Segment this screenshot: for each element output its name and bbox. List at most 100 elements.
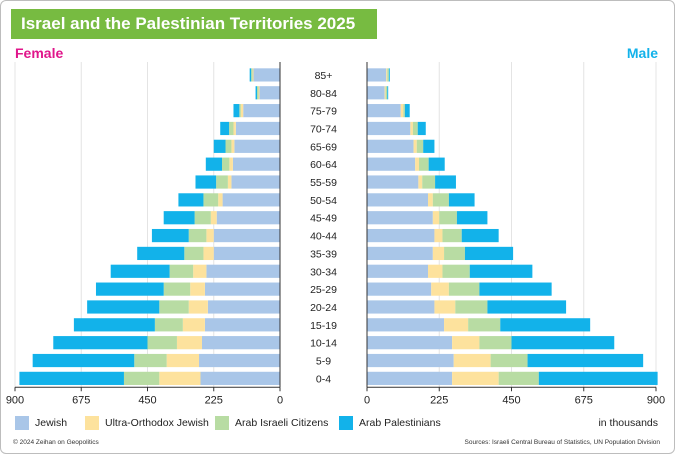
bar-male-jewish-12 [367,282,432,296]
bar-male-arab_israeli-7 [432,193,449,207]
bar-female-arab_israeli-1 [257,86,259,100]
bar-female-arab_israeli-8 [194,211,211,225]
bar-female-arab_israeli-6 [216,175,228,189]
bar-female-jewish-17 [200,371,280,385]
age-label-2: 75-79 [310,106,337,118]
age-label-0: 85+ [315,70,333,82]
tick-label-right-1: 225 [430,394,448,406]
bar-female-ultra_orthodox-17 [159,371,201,385]
age-label-4: 65-69 [310,141,337,153]
tick-label-right-3: 675 [575,394,593,406]
bar-male-arab_israeli-6 [422,175,436,189]
bar-female-arab_palestinian-15 [53,336,148,350]
bar-male-jewish-13 [367,300,435,314]
tick-label-left-4: 0 [277,394,283,406]
bar-female-arab_palestinian-16 [32,353,135,368]
bar-female-arab_palestinian-3 [220,121,230,136]
bar-male-ultra_orthodox-5 [415,157,420,171]
bar-male-jewish-0 [367,68,387,82]
bar-female-arab_palestinian-9 [151,228,189,243]
bar-male-jewish-9 [367,228,435,243]
bar-female-jewish-1 [259,86,280,100]
bar-female-ultra_orthodox-8 [210,211,217,225]
bar-female-arab_palestinian-5 [205,157,222,171]
male-label: Male [627,45,658,61]
bar-male-jewish-5 [367,157,416,171]
female-label: Female [15,45,63,61]
legend-item-jewish: Jewish [15,415,67,431]
bar-male-arab_israeli-14 [468,318,501,332]
bar-female-arab_palestinian-8 [163,211,195,225]
bar-female-arab_palestinian-11 [110,264,170,278]
legend-item-arab-israeli: Arab Israeli Citizens [215,415,328,431]
copyright-text: © 2024 Zeihan on Geopolitics [13,439,99,446]
legend-swatch-jewish [15,416,29,430]
bar-male-jewish-16 [367,353,454,368]
age-label-7: 50-54 [310,195,337,207]
bar-male-arab_israeli-0 [387,68,389,82]
bar-male-arab_palestinian-10 [464,246,514,261]
bar-female-jewish-4 [234,139,280,153]
age-label-14: 15-19 [310,320,337,332]
tick-label-left-0: 900 [6,394,24,406]
bar-male-arab_palestinian-6 [435,175,456,189]
tick-label-left-1: 675 [72,394,90,406]
bar-male-arab_israeli-1 [385,86,388,100]
bar-male-jewish-6 [367,175,419,189]
bar-female-jewish-6 [231,175,280,189]
bar-female-jewish-7 [222,193,280,207]
bar-female-jewish-2 [243,104,280,118]
bar-male-arab_palestinian-1 [387,86,389,100]
bar-female-ultra_orthodox-4 [231,139,235,153]
bar-female-arab_israeli-13 [159,300,189,314]
bar-male-arab_israeli-13 [455,300,488,314]
bar-male-ultra_orthodox-16 [453,353,491,368]
bar-male-jewish-17 [367,371,453,385]
bar-female-jewish-15 [201,336,280,350]
bar-female-arab_israeli-17 [123,371,160,385]
bar-male-ultra_orthodox-8 [432,211,440,225]
bar-female-arab_palestinian-6 [195,175,217,189]
bar-male-arab_palestinian-3 [417,121,426,136]
bar-female-ultra_orthodox-7 [218,193,223,207]
bar-male-arab_palestinian-11 [469,264,533,278]
age-label-8: 45-49 [310,213,337,225]
legend-label-arab-israeli: Arab Israeli Citizens [235,417,329,429]
tick-label-right-0: 0 [364,394,370,406]
bar-male-arab_israeli-16 [490,353,528,368]
legend-swatch-ultra-orthodox [85,416,99,430]
legend-item-arab-palestinian: Arab Palestinians [339,415,441,431]
bar-female-ultra_orthodox-5 [229,157,233,171]
bar-female-jewish-12 [204,282,280,296]
bar-female-arab_israeli-15 [147,336,177,350]
age-label-3: 70-74 [310,123,337,135]
bar-male-arab_palestinian-15 [511,336,615,350]
bar-male-ultra_orthodox-14 [444,318,469,332]
sources-text: Sources: Israeli Central Bureau of Stati… [464,439,660,446]
bar-male-ultra_orthodox-12 [431,282,449,296]
age-label-12: 25-29 [310,284,337,296]
bar-male-ultra_orthodox-6 [418,175,423,189]
bar-female-ultra_orthodox-11 [193,264,207,278]
legend-label-ultra-orthodox: Ultra-Orthodox Jewish [105,417,209,429]
legend-label-arab-palestinian: Arab Palestinians [359,417,441,429]
bar-female-arab_palestinian-2 [233,104,240,118]
bar-male-arab_israeli-9 [442,228,462,243]
bar-male-jewish-11 [367,264,429,278]
bar-female-ultra_orthodox-14 [182,318,205,332]
bar-female-arab_israeli-16 [134,353,167,368]
age-label-10: 35-39 [310,248,337,260]
bar-male-arab_israeli-8 [439,211,457,225]
bar-female-ultra_orthodox-13 [188,300,208,314]
bar-female-ultra_orthodox-16 [166,353,200,368]
bar-female-arab_israeli-12 [163,282,191,296]
bar-male-ultra_orthodox-15 [452,336,480,350]
age-label-15: 10-14 [310,338,337,350]
bar-female-jewish-11 [206,264,280,278]
age-label-17: 0-4 [316,373,331,385]
bar-male-ultra_orthodox-11 [428,264,443,278]
bar-female-arab_israeli-4 [225,139,232,153]
bar-male-ultra_orthodox-13 [434,300,456,314]
bar-male-arab_israeli-12 [448,282,480,296]
